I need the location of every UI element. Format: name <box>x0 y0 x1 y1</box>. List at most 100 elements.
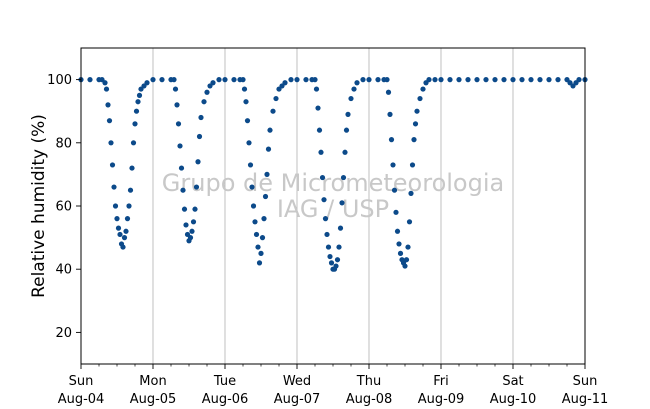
data-point <box>198 114 204 121</box>
data-point <box>438 77 444 83</box>
data-point <box>354 80 360 86</box>
data-point <box>426 77 432 83</box>
data-point <box>315 105 321 111</box>
data-point <box>144 80 150 86</box>
data-point <box>348 95 354 102</box>
data-point <box>325 244 332 250</box>
data-point <box>246 140 252 146</box>
y-axis: 20 40 60 80 100 <box>47 73 81 341</box>
data-point <box>253 231 260 238</box>
data-point <box>397 250 404 256</box>
watermark: Grupo de Micrometeorologia IAG / USP <box>162 169 504 223</box>
data-point <box>313 86 320 92</box>
data-point <box>537 77 543 83</box>
data-point <box>375 77 381 83</box>
data-point <box>405 244 411 250</box>
x-tick-date: Aug-09 <box>418 392 465 407</box>
data-point <box>105 102 111 108</box>
data-point <box>312 77 318 83</box>
data-point <box>390 162 396 168</box>
data-point <box>474 77 480 83</box>
data-point <box>159 77 165 83</box>
x-tick-day: Sun <box>69 374 94 389</box>
vertical-gridlines <box>152 48 514 364</box>
data-point <box>124 216 131 222</box>
data-point <box>132 121 138 127</box>
data-point <box>576 77 582 83</box>
data-point <box>187 235 194 241</box>
data-point <box>342 149 348 155</box>
data-point <box>130 140 137 146</box>
data-point <box>388 137 395 143</box>
x-tick-day: Wed <box>283 374 311 389</box>
data-point <box>178 165 185 171</box>
data-point <box>258 250 264 256</box>
data-point <box>321 197 327 203</box>
data-point <box>414 108 420 114</box>
data-point <box>267 127 273 133</box>
data-point <box>126 203 132 209</box>
data-point <box>114 216 120 222</box>
data-point <box>183 222 189 228</box>
data-point <box>303 77 309 83</box>
data-point <box>193 184 200 190</box>
data-point <box>394 228 401 234</box>
data-point <box>106 118 113 124</box>
data-point <box>117 231 123 238</box>
data-point <box>196 133 203 140</box>
data-point <box>115 225 122 231</box>
y-axis-title: Relative humidity (%) <box>29 114 49 298</box>
data-point <box>432 77 438 83</box>
data-point <box>492 77 498 83</box>
data-point <box>180 187 186 193</box>
x-tick-date: Aug-06 <box>202 392 249 407</box>
data-point <box>222 77 228 83</box>
data-point <box>231 77 237 83</box>
data-point <box>192 206 198 212</box>
data-point <box>337 225 344 231</box>
x-tick-day: Sun <box>573 374 598 389</box>
data-point <box>133 108 140 114</box>
x-tick-date: Aug-05 <box>130 392 177 407</box>
data-point <box>121 235 128 241</box>
data-point <box>87 77 93 83</box>
data-point <box>261 216 267 222</box>
data-point <box>339 200 345 206</box>
x-tick-day: Tue <box>213 374 236 389</box>
data-point <box>256 260 263 266</box>
data-point <box>102 80 108 86</box>
data-point <box>190 219 197 225</box>
data-point <box>210 80 216 86</box>
data-point <box>465 77 471 83</box>
data-point <box>241 86 248 92</box>
x-tick-date: Aug-04 <box>58 392 105 407</box>
data-point <box>109 162 116 168</box>
data-point <box>318 149 324 155</box>
x-tick-date: Aug-11 <box>562 392 609 407</box>
data-point <box>456 77 462 83</box>
data-point <box>402 263 408 269</box>
data-point <box>262 193 269 200</box>
data-point <box>171 77 177 83</box>
x-tick-date: Aug-10 <box>490 392 537 407</box>
data-point <box>412 121 419 127</box>
data-point <box>345 111 351 117</box>
data-point <box>336 244 342 250</box>
watermark-line-2: IAG / USP <box>277 195 389 223</box>
data-point <box>216 77 222 83</box>
data-point <box>510 77 516 83</box>
x-tick-date: Aug-07 <box>274 392 321 407</box>
data-point <box>129 165 135 171</box>
data-point <box>181 206 188 212</box>
data-point <box>396 241 402 247</box>
x-tick-day: Sat <box>502 374 523 389</box>
data-point <box>294 77 300 83</box>
data-point <box>417 95 423 102</box>
y-tick-label: 60 <box>55 200 72 215</box>
data-point <box>250 203 257 209</box>
data-point <box>108 140 114 146</box>
data-point <box>136 92 143 98</box>
data-point <box>387 111 393 117</box>
data-point <box>244 118 251 124</box>
